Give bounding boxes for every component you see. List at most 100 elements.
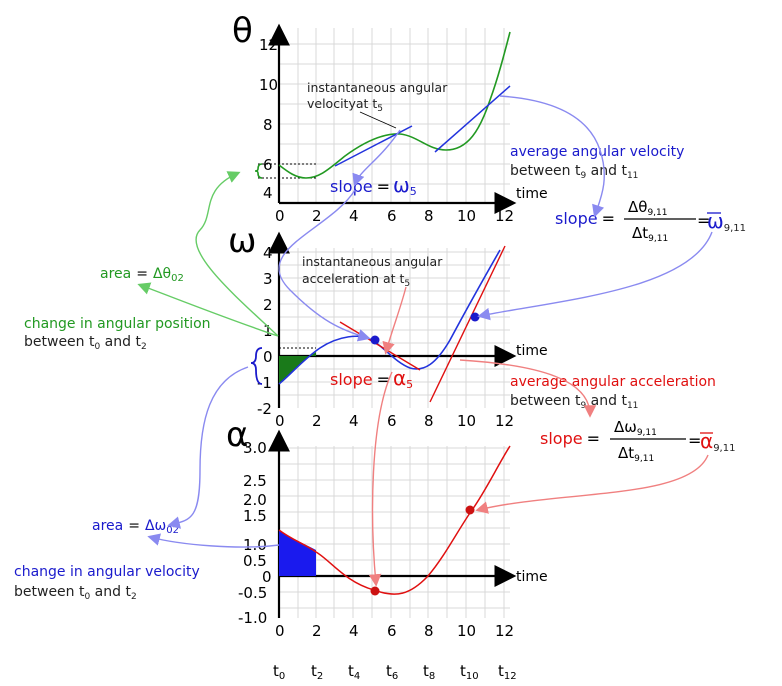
- omega-symbol: ω: [228, 221, 256, 261]
- red-arrow-avg-accel: [459, 359, 597, 418]
- omega-avg-num: Δω9,11: [614, 418, 657, 438]
- theta-curve: [278, 31, 511, 179]
- omega-avg-mid: and t: [586, 393, 627, 409]
- bottom-tick-sub: 0: [279, 671, 285, 682]
- alpha-ytick-3.0: 3.0: [243, 439, 267, 457]
- red-arrow-inst-accel: [382, 286, 407, 355]
- theta-avg-mid: and t: [586, 163, 627, 179]
- alpha-time-label: time: [516, 569, 548, 585]
- theta-avg-num-text: Δθ: [628, 198, 647, 216]
- omega-avg-line1: average angular acceleration: [510, 374, 716, 390]
- omega-avg-eq2: =: [688, 431, 701, 450]
- omega-inst-line1: instantaneous angular: [302, 254, 443, 269]
- theta-avg-den-text: Δt: [632, 224, 648, 242]
- omega-avg-den-text: Δt: [618, 444, 634, 462]
- omega-green-area: [279, 352, 316, 384]
- alpha-between: between t0 and t2: [14, 584, 137, 602]
- alpha-between-a: between t: [14, 584, 85, 600]
- alpha-area-eq: =: [128, 518, 140, 534]
- bottom-tick-sub: 8: [429, 671, 435, 682]
- theta-green-brace: [254, 163, 263, 179]
- alpha-xtick: 10: [457, 622, 476, 640]
- omega-avg-slope-formula: slope = Δω9,11 Δt9,11 = α9,11: [540, 418, 735, 464]
- omega-between-mid: and t: [100, 334, 141, 350]
- bottom-tick-t: t: [460, 662, 466, 680]
- blue-arrow-brace-area: [167, 366, 249, 529]
- omega-area-sub: 02: [171, 273, 184, 284]
- alpha-ytick-1.0: 1.0: [243, 536, 267, 554]
- theta-inst-line1: instantaneous angular: [307, 80, 448, 95]
- theta-ytick-8: 8: [263, 116, 273, 134]
- theta-avg-result-sub: 9,11: [724, 223, 746, 234]
- alpha-between-sub-a: 0: [84, 592, 90, 602]
- alpha-plot: α 3.0 2.5 2.0 1.5 1.0 0.5 0 -0.5 -1.0 0 …: [14, 415, 548, 640]
- alpha-point-t5: [370, 586, 380, 596]
- omega-avg-den-sub: 9,11: [634, 454, 654, 464]
- omega-avg-slope-text: slope =: [540, 429, 600, 448]
- blue-arrow-avg-velocity: [499, 95, 605, 218]
- theta-avg-eq2: =: [697, 211, 710, 230]
- theta-avg-den-sub: 9,11: [648, 234, 668, 244]
- theta-xtick: 4: [349, 207, 359, 225]
- theta-xtick: 12: [495, 207, 514, 225]
- omega-avg-slope-eq: =: [587, 429, 600, 448]
- omega-ytick-4: 4: [263, 244, 273, 262]
- theta-avg-slope-word: slope: [555, 209, 598, 228]
- theta-slope-text: slope = ω5: [330, 173, 417, 198]
- alpha-xtick: 8: [424, 622, 434, 640]
- omega-xtick: 0: [275, 412, 285, 430]
- theta-avg-slope-formula: slope = Δθ9,11 Δt9,11 = ω9,11: [555, 198, 746, 244]
- bottom-tick-sub: 4: [354, 671, 360, 682]
- theta-inst-sub: 5: [377, 104, 383, 114]
- omega-area-text: area = Δθ02: [100, 266, 184, 284]
- bottom-tick: t4: [348, 662, 360, 682]
- alpha-change-label: change in angular velocity: [14, 564, 200, 580]
- alpha-area-val: Δω: [145, 518, 166, 534]
- alpha-point-t10: [465, 505, 475, 515]
- omega-secant-9-11: [429, 245, 506, 403]
- omega-avg-den: Δt9,11: [618, 444, 654, 464]
- omega-plot: ω 4 3 2 1 0 -1 -2 0 2 4 6 8 10 12 time i…: [24, 221, 735, 464]
- theta-avg-result: ω9,11: [707, 209, 746, 234]
- theta-x-ticks: 0 2 4 6 8 10 12: [275, 207, 514, 225]
- blue-arrow-slope-omega5: [352, 129, 401, 187]
- omega-slope-eq: =: [377, 370, 390, 389]
- theta-symbol: θ: [232, 11, 253, 51]
- alpha-ytick-0: 0: [262, 568, 272, 586]
- omega-point-t5: [370, 335, 380, 345]
- bottom-tick: t8: [423, 662, 435, 682]
- omega-blue-brace: [250, 347, 263, 385]
- omega-time-label: time: [516, 343, 548, 359]
- blue-arrow-to-omega-point: [278, 189, 371, 342]
- green-arrow-theta-bracket: [195, 171, 279, 337]
- omega-avg-slope-word: slope: [540, 429, 583, 448]
- theta-avg-sub-b: 11: [627, 171, 638, 181]
- bottom-time-ticks: t0 t2 t4 t6 t8 t10 t12: [273, 662, 517, 682]
- omega-slope-word: slope: [330, 370, 373, 389]
- blue-arrow-alpha-area: [147, 533, 280, 548]
- alpha-ytick-m0.5: -0.5: [238, 584, 267, 602]
- red-arrow-slope-alpha5: [368, 371, 393, 587]
- theta-xtick: 2: [312, 207, 322, 225]
- omega-between: between t0 and t2: [24, 334, 147, 352]
- omega-xtick: 2: [312, 412, 322, 430]
- alpha-area-sub: 02: [166, 525, 179, 536]
- alpha-ytick-2.0: 2.0: [243, 491, 267, 509]
- theta-inst-pointer: [359, 111, 397, 129]
- omega-xtick: 12: [495, 412, 514, 430]
- alpha-between-sub-b: 2: [131, 592, 137, 602]
- bottom-tick: t10: [460, 662, 479, 682]
- omega-avg-between: between t: [510, 393, 581, 409]
- omega-avg-result: α9,11: [700, 429, 735, 454]
- bottom-tick-t: t: [498, 662, 504, 680]
- alpha-xtick: 6: [387, 622, 397, 640]
- alpha-ytick-m1.0: -1.0: [238, 609, 267, 627]
- theta-xtick: 0: [275, 207, 285, 225]
- omega-inst-sub: 5: [404, 279, 410, 289]
- theta-avg-num: Δθ9,11: [628, 198, 668, 218]
- bottom-tick: t6: [386, 662, 398, 682]
- theta-avg-between: between t: [510, 163, 581, 179]
- theta-slope-word: slope: [330, 177, 373, 196]
- theta-inst-line2: velocityat t5: [307, 96, 383, 114]
- omega-ytick-2: 2: [263, 296, 273, 314]
